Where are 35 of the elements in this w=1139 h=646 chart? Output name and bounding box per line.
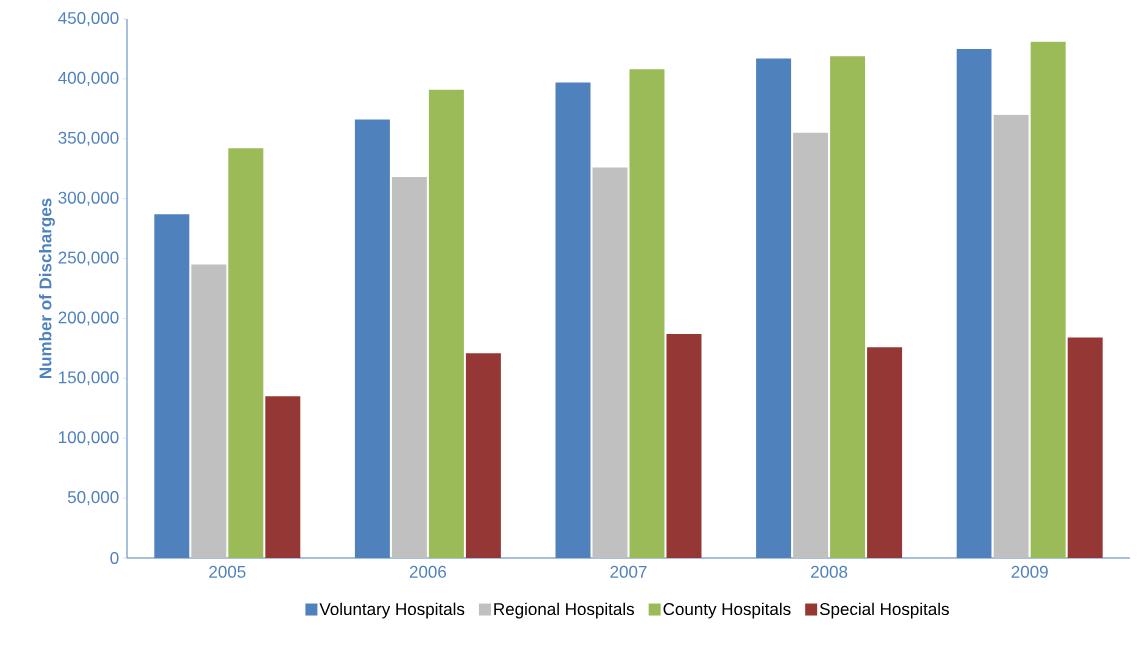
legend-label: Regional Hospitals (494, 602, 635, 619)
y-axis-title: Number of Discharges (38, 198, 55, 379)
x-tick-label: 2008 (811, 565, 848, 578)
legend-label: County Hospitals (663, 602, 791, 619)
bar (191, 264, 227, 558)
x-tick-label: 2007 (610, 565, 647, 578)
y-tick-label: 150,000 (59, 371, 119, 386)
bar (1067, 337, 1103, 558)
y-tick-label: 400,000 (58, 71, 119, 86)
bar (428, 89, 464, 558)
bar (391, 177, 427, 558)
x-tick-label: 2009 (1011, 565, 1048, 578)
bar (592, 167, 628, 558)
y-tick-label: 50,000 (67, 491, 119, 506)
bar (830, 56, 866, 558)
x-tick-label: 2006 (409, 565, 447, 578)
bar (993, 114, 1029, 558)
legend-label: Special Hospitals (819, 602, 949, 619)
bar (629, 69, 665, 558)
y-tick-label: 450,000 (58, 11, 119, 27)
y-tick-label: 100,000 (59, 431, 119, 446)
legend-label: Voluntary Hospitals (319, 602, 465, 619)
bar (465, 353, 501, 558)
bar (1030, 41, 1066, 558)
y-tick-label: 200,000 (58, 311, 119, 326)
y-tick-label: 0 (110, 551, 119, 565)
bar (228, 148, 264, 558)
bar (265, 396, 301, 558)
x-tick-label: 2005 (209, 565, 246, 578)
bar (793, 132, 829, 558)
y-tick-label: 300,000 (58, 191, 119, 206)
y-tick-label: 250,000 (58, 251, 119, 266)
y-tick-label: 350,000 (58, 131, 119, 146)
bar (666, 334, 702, 558)
bar (867, 347, 903, 558)
